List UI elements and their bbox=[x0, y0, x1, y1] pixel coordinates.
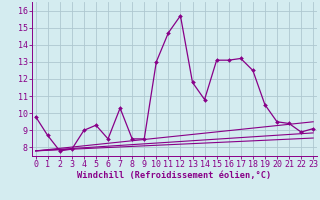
X-axis label: Windchill (Refroidissement éolien,°C): Windchill (Refroidissement éolien,°C) bbox=[77, 171, 272, 180]
